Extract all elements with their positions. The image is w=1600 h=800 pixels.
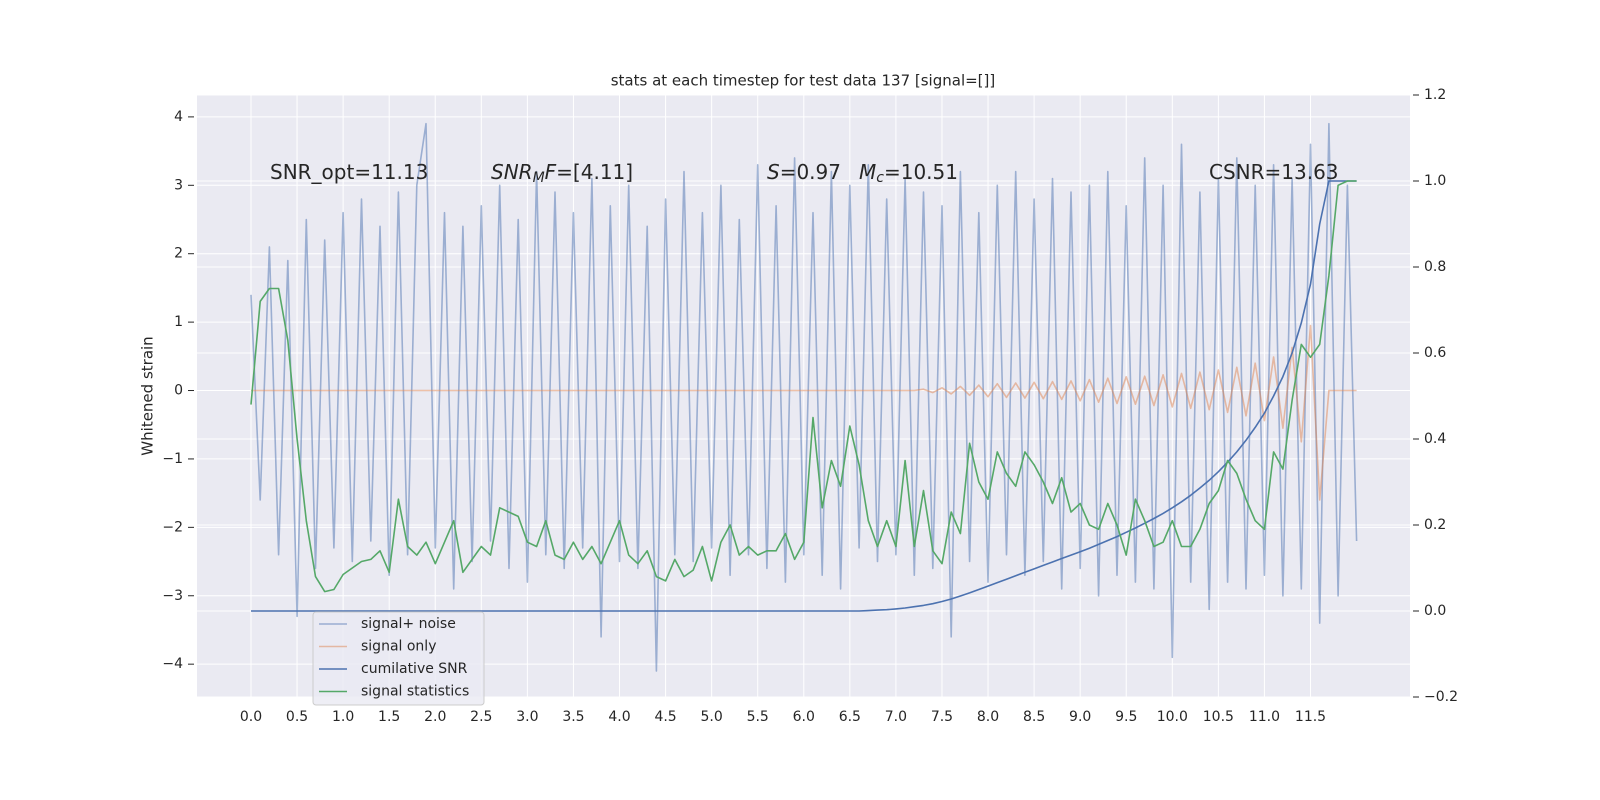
x-tick-label: 0.5 (286, 709, 308, 725)
y-tick-label: 0 (174, 383, 183, 399)
annotation-part: c (876, 170, 884, 186)
y2-tick-label: −0.2 (1424, 689, 1458, 705)
x-tick-label: 7.5 (931, 709, 953, 725)
annotation: SNRMF=[4.11] (491, 160, 633, 187)
x-tick-label: 9.5 (1115, 709, 1137, 725)
annotation-part: SNR (491, 160, 533, 184)
annotation-part: S (767, 160, 780, 184)
series-line (251, 324, 1357, 501)
legend-label: signal only (361, 639, 436, 655)
y-tick-label: −1 (162, 451, 183, 467)
y2-tick-label: 0.6 (1424, 345, 1446, 361)
x-tick-label: 3.5 (562, 709, 584, 725)
annotation-part: SNR_opt=11.13 (270, 160, 428, 184)
y-tick-label: −4 (162, 656, 183, 672)
annotation: SNR_opt=11.13 (270, 160, 428, 184)
axes: 0.0 0.5 1.0 1.5 2.0 2.5 3.0 3.5 4.0 4.5 5.0 5.5 6.0 6… (162, 87, 1458, 725)
series-line (250, 180, 1357, 593)
x-tick-label: 3.0 (516, 709, 538, 725)
y-tick-label: −3 (162, 588, 183, 604)
x-tick-label: 7.0 (885, 709, 907, 725)
y2-tick-label: 0.4 (1424, 431, 1446, 447)
y2-tick-label: 1.2 (1424, 87, 1446, 103)
y-tick-label: −2 (162, 519, 183, 535)
x-tick-label: 11.0 (1249, 709, 1280, 725)
x-tick-label: 4.0 (608, 709, 630, 725)
legend-label: signal statistics (361, 684, 469, 700)
annotation: CSNR=13.63 (1209, 160, 1339, 184)
annotation-part: =[4.11] (556, 160, 633, 184)
legend-box (312, 611, 485, 706)
legend: signal+ noise signal only cumilative SNR si… (312, 611, 485, 706)
y2-tick-label: 0.8 (1424, 259, 1446, 275)
annotation-part: F (545, 160, 557, 184)
y2-tick-label: 0.2 (1424, 517, 1446, 533)
annotation: Mc=10.51 (859, 160, 958, 187)
y2-tick-label: 0.0 (1424, 603, 1446, 619)
x-tick-label: 1.0 (332, 709, 354, 725)
legend-label: cumilative SNR (361, 661, 468, 677)
legend-label: signal+ noise (361, 616, 456, 632)
x-tick-label: 2.0 (424, 709, 446, 725)
annotation-part: =0.97 (780, 160, 841, 184)
x-tick-label: 6.0 (793, 709, 815, 725)
y-tick-label: 3 (174, 177, 183, 193)
x-tick-label: 5.0 (701, 709, 723, 725)
annotation-part: M (533, 170, 545, 186)
x-tick-label: 8.0 (977, 709, 999, 725)
series-line (250, 122, 1358, 672)
chart-title: stats at each timestep for test data 137… (611, 72, 996, 90)
x-tick-label: 4.5 (654, 709, 676, 725)
x-tick-label: 10.5 (1203, 709, 1234, 725)
annotation-part: =10.51 (884, 160, 958, 184)
x-tick-label: 5.5 (747, 709, 769, 725)
y-tick-label: 1 (174, 314, 183, 330)
y-axis-label: Whitened strain (139, 336, 157, 455)
x-tick-label: 10.0 (1157, 709, 1188, 725)
x-tick-label: 8.5 (1023, 709, 1045, 725)
y-tick-label: 4 (174, 109, 183, 125)
x-tick-label: 0.0 (240, 709, 262, 725)
x-tick-label: 2.5 (470, 709, 492, 725)
annotation-part: CSNR=13.63 (1209, 160, 1339, 184)
y2-tick-label: 1.0 (1424, 173, 1446, 189)
x-tick-label: 9.0 (1069, 709, 1091, 725)
x-tick-label: 6.5 (839, 709, 861, 725)
marks (250, 122, 1358, 672)
series-line (251, 180, 1357, 612)
y-tick-label: 2 (174, 246, 183, 262)
annotation: S=0.97 (767, 160, 841, 184)
x-tick-label: 11.5 (1295, 709, 1326, 725)
x-tick-label: 1.5 (378, 709, 400, 725)
annotation-part: M (859, 160, 876, 184)
